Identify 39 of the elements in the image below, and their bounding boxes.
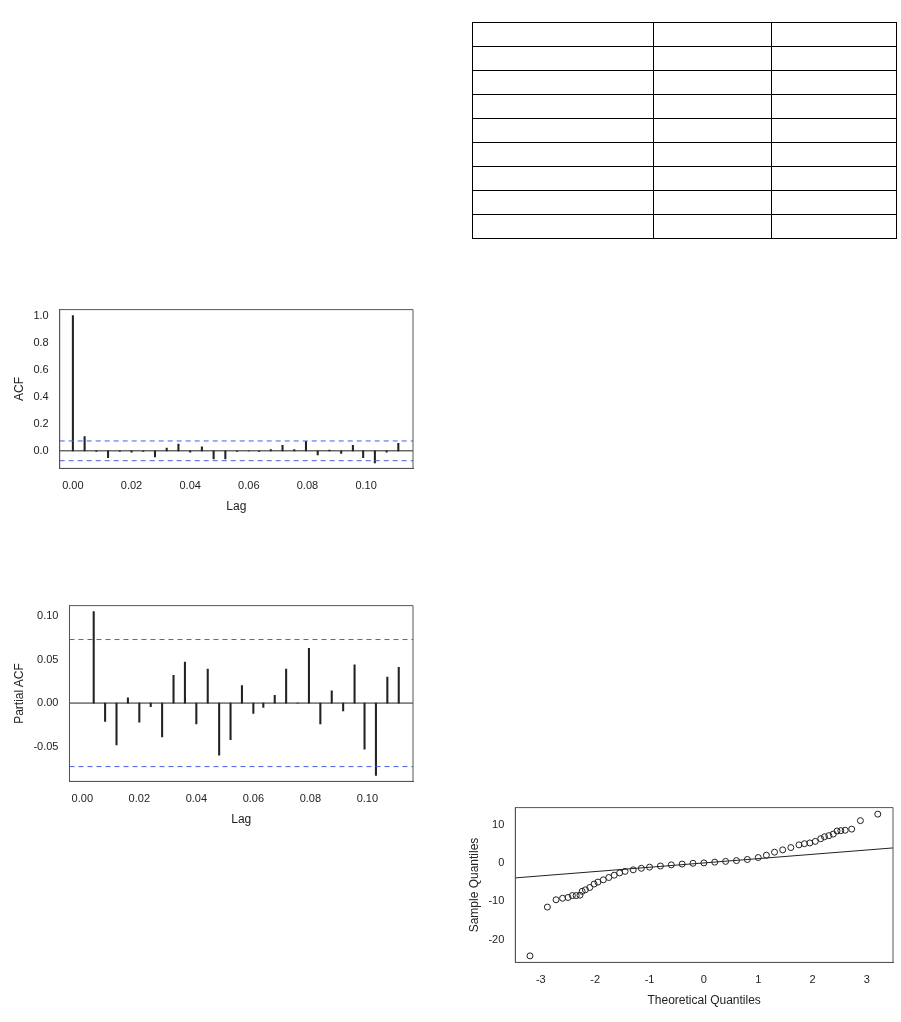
x-tick-label: 0.02 xyxy=(128,792,151,805)
x-tick-label: 0.10 xyxy=(356,792,379,805)
x-tick-label: 0.00 xyxy=(71,792,94,805)
y-tick-label: 0.8 xyxy=(33,335,49,348)
x-tick-label: 0.06 xyxy=(238,479,260,492)
x-tick-label: 0.04 xyxy=(185,792,208,805)
y-tick-label: -10 xyxy=(488,894,505,907)
x-tick-label: 0.06 xyxy=(242,792,265,805)
x-tick-label: 0.10 xyxy=(355,479,377,492)
y-tick-label: -20 xyxy=(488,932,505,945)
y-tick-label: -0.05 xyxy=(33,739,59,752)
y-axis-title: Sample Quantiles xyxy=(466,837,481,933)
x-tick-label: -3 xyxy=(535,973,546,986)
y-tick-label: 0.00 xyxy=(37,696,59,709)
x-tick-label: 0.02 xyxy=(120,479,143,492)
x-tick-label: 0.08 xyxy=(296,479,319,492)
y-tick-label: 0.4 xyxy=(33,389,49,402)
y-tick-label: 0.6 xyxy=(33,362,49,375)
y-tick-label: 0 xyxy=(498,855,505,868)
y-axis-title: Partial ACF xyxy=(11,663,26,724)
x-tick-label: 1 xyxy=(755,973,762,986)
y-tick-label: 0.05 xyxy=(37,652,59,665)
x-tick-label: -1 xyxy=(644,973,655,986)
y-tick-label: 0.10 xyxy=(37,609,59,622)
x-tick-label: 0.04 xyxy=(179,479,201,492)
x-tick-label: 2 xyxy=(809,973,816,986)
x-tick-label: 0.00 xyxy=(62,479,84,492)
x-axis-title: Lag xyxy=(231,812,252,827)
x-tick-label: 0 xyxy=(700,973,707,986)
x-axis-title: Theoretical Quantiles xyxy=(647,993,761,1008)
y-tick-label: 0.2 xyxy=(33,416,49,429)
x-tick-label: 3 xyxy=(863,973,870,986)
y-tick-label: 0.0 xyxy=(33,443,49,456)
y-tick-label: 1.0 xyxy=(33,308,49,321)
y-tick-label: 10 xyxy=(492,817,505,830)
y-axis-title: ACF xyxy=(11,377,26,401)
x-axis-title: Lag xyxy=(226,499,247,514)
x-tick-label: 0.08 xyxy=(299,792,322,805)
x-tick-label: -2 xyxy=(590,973,601,986)
